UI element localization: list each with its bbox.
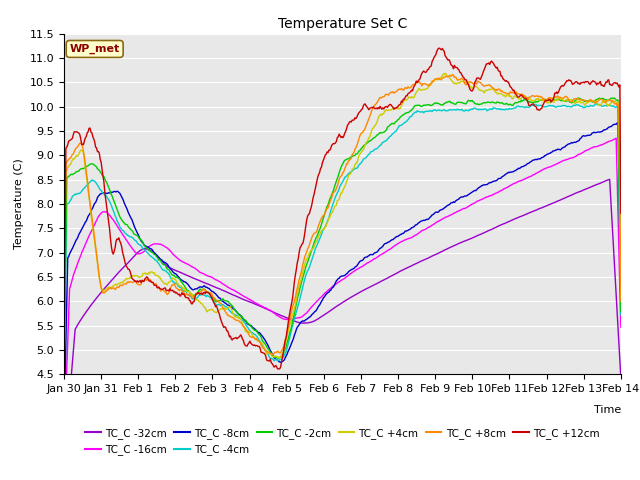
TC_C -16cm xyxy=(432,220,440,226)
TC_C -8cm xyxy=(159,258,166,264)
TC_C -8cm xyxy=(432,209,440,215)
TC_C -4cm xyxy=(388,132,396,137)
TC_C -32cm xyxy=(606,177,614,182)
TC_C -8cm xyxy=(388,237,396,242)
TC_C +8cm xyxy=(449,72,456,77)
TC_C -2cm xyxy=(313,234,321,240)
TC_C +8cm xyxy=(204,289,211,295)
Line: TC_C +12cm: TC_C +12cm xyxy=(64,48,621,371)
TC_C +12cm xyxy=(204,289,211,295)
TC_C +4cm xyxy=(274,355,282,361)
TC_C +4cm xyxy=(441,71,449,76)
TC_C +4cm xyxy=(617,296,625,302)
TC_C +12cm xyxy=(388,104,396,109)
TC_C -16cm xyxy=(388,245,396,251)
TC_C -4cm xyxy=(592,101,600,107)
TC_C +8cm xyxy=(60,333,68,339)
Line: TC_C -4cm: TC_C -4cm xyxy=(64,104,621,371)
TC_C -16cm xyxy=(612,135,620,141)
TC_C +4cm xyxy=(389,105,397,111)
TC_C -16cm xyxy=(312,300,320,305)
Line: TC_C -2cm: TC_C -2cm xyxy=(64,98,621,358)
TC_C -4cm xyxy=(312,244,320,250)
TC_C -4cm xyxy=(479,107,487,112)
TC_C -2cm xyxy=(480,100,488,106)
TC_C +4cm xyxy=(60,340,68,346)
TC_C -8cm xyxy=(312,308,320,314)
TC_C +12cm xyxy=(432,52,440,58)
TC_C -32cm xyxy=(479,230,487,236)
TC_C -8cm xyxy=(204,285,211,290)
TC_C +4cm xyxy=(313,239,321,244)
TC_C -16cm xyxy=(159,242,166,248)
TC_C -4cm xyxy=(60,368,68,374)
TC_C +8cm xyxy=(433,76,440,82)
TC_C -4cm xyxy=(432,108,440,113)
TC_C -32cm xyxy=(159,259,166,264)
Line: TC_C +4cm: TC_C +4cm xyxy=(64,73,621,358)
Text: Time: Time xyxy=(593,405,621,415)
TC_C -4cm xyxy=(204,292,211,298)
TC_C +8cm xyxy=(268,352,276,358)
Title: Temperature Set C: Temperature Set C xyxy=(278,17,407,31)
TC_C -8cm xyxy=(479,182,487,188)
TC_C +12cm xyxy=(480,67,488,72)
TC_C +12cm xyxy=(617,210,625,216)
Text: WP_met: WP_met xyxy=(70,44,120,54)
TC_C -8cm xyxy=(617,296,625,302)
TC_C +8cm xyxy=(389,89,397,95)
TC_C -8cm xyxy=(614,120,622,126)
TC_C -2cm xyxy=(204,289,211,295)
TC_C -4cm xyxy=(159,267,166,273)
TC_C +8cm xyxy=(313,228,321,234)
TC_C -32cm xyxy=(388,273,396,278)
TC_C +4cm xyxy=(433,77,440,83)
TC_C -32cm xyxy=(204,281,211,287)
TC_C -16cm xyxy=(479,196,487,202)
TC_C +8cm xyxy=(481,83,489,89)
TC_C -2cm xyxy=(433,100,440,106)
TC_C -32cm xyxy=(617,374,625,380)
TC_C -2cm xyxy=(574,95,582,101)
TC_C -16cm xyxy=(204,273,211,278)
TC_C -2cm xyxy=(60,355,68,360)
TC_C +12cm xyxy=(60,368,68,373)
Y-axis label: Temperature (C): Temperature (C) xyxy=(14,158,24,250)
Line: TC_C +8cm: TC_C +8cm xyxy=(64,74,621,355)
TC_C +8cm xyxy=(159,287,166,293)
TC_C +4cm xyxy=(159,278,166,284)
TC_C -2cm xyxy=(389,120,397,126)
TC_C +4cm xyxy=(204,309,211,315)
TC_C +12cm xyxy=(436,45,444,51)
TC_C -2cm xyxy=(617,309,625,314)
TC_C +8cm xyxy=(617,298,625,304)
TC_C -16cm xyxy=(617,324,625,330)
Line: TC_C -8cm: TC_C -8cm xyxy=(64,123,621,428)
TC_C -2cm xyxy=(159,261,166,267)
TC_C +12cm xyxy=(159,287,166,292)
TC_C -4cm xyxy=(617,312,625,317)
TC_C -2cm xyxy=(274,355,282,361)
TC_C +12cm xyxy=(312,182,320,188)
Line: TC_C -32cm: TC_C -32cm xyxy=(64,180,621,461)
Line: TC_C -16cm: TC_C -16cm xyxy=(64,138,621,446)
TC_C -8cm xyxy=(60,425,68,431)
TC_C -32cm xyxy=(60,458,68,464)
TC_C -16cm xyxy=(60,444,68,449)
Legend: TC_C -32cm, TC_C -16cm, TC_C -8cm, TC_C -4cm, TC_C -2cm, TC_C +4cm, TC_C +8cm, T: TC_C -32cm, TC_C -16cm, TC_C -8cm, TC_C … xyxy=(81,424,604,459)
TC_C +4cm xyxy=(481,88,489,94)
TC_C -32cm xyxy=(432,252,440,257)
TC_C -32cm xyxy=(312,317,320,323)
